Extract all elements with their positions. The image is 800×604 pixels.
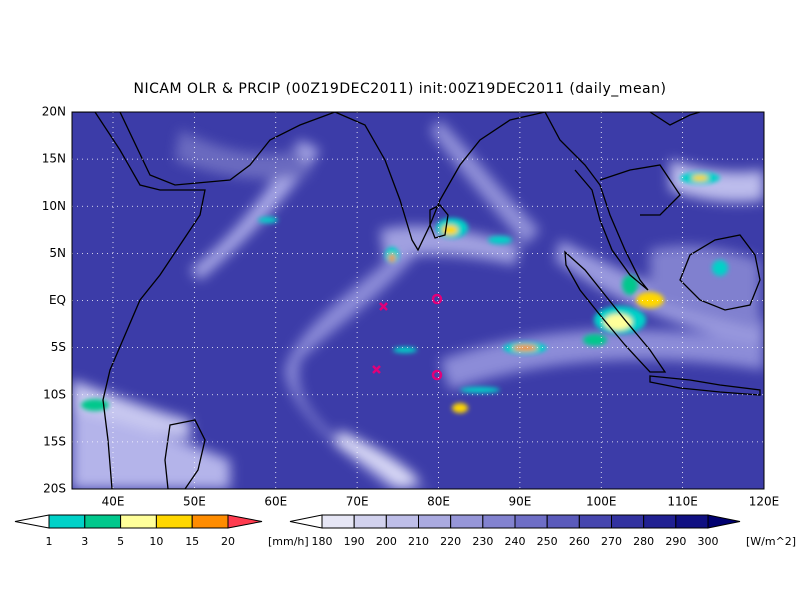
- lon-label: 60E: [264, 495, 287, 509]
- graticule: [72, 112, 764, 489]
- colorbar-label: 280: [633, 535, 654, 548]
- map-area: [72, 112, 764, 489]
- lon-label: 50E: [183, 495, 206, 509]
- colorbar-label: 5: [117, 535, 124, 548]
- lon-label: 80E: [427, 495, 450, 509]
- lat-label: 5N: [49, 246, 66, 260]
- axis-labels: 20N 15N 10N 5N EQ 5S 10S 15S 20S 40E 50E 60E 70E 80E 9…: [42, 105, 780, 509]
- precip-field: [81, 172, 728, 413]
- colorbar-label: 210: [408, 535, 429, 548]
- colorbar-box: [385, 514, 420, 529]
- lat-label: 10N: [42, 199, 66, 213]
- colorbar-label: 1: [46, 535, 53, 548]
- lat-label: 15S: [43, 434, 66, 448]
- colorbar-label: 20: [221, 535, 235, 548]
- markers: [372, 293, 443, 381]
- colorbar-box: [578, 514, 612, 529]
- colorbar-arrow-right: [707, 514, 741, 529]
- colorbar-box: [546, 514, 580, 529]
- colorbar-box: [191, 514, 229, 529]
- lat-label: 20S: [43, 482, 66, 496]
- colorbar-box: [48, 514, 86, 529]
- colorbar-label: 300: [698, 535, 719, 548]
- lat-label: 5S: [51, 340, 66, 354]
- colorbar-box: [120, 514, 157, 529]
- coastlines: [72, 112, 761, 489]
- colorbar-arrow-right: [227, 514, 263, 529]
- colorbar-unit: [mm/h]: [268, 535, 309, 548]
- colorbar-arrow-left: [14, 514, 50, 529]
- colorbar-box: [611, 514, 645, 529]
- colorbar-label: 10: [149, 535, 163, 548]
- colorbar-label: 190: [344, 535, 365, 548]
- lon-label: 40E: [102, 495, 125, 509]
- colorbars: 1 3 5 10 15 20 [mm/h] 180 190 200 210 220 230 240 250 2…: [14, 514, 796, 548]
- colorbar-box: [514, 514, 548, 529]
- colorbar-box: [482, 514, 516, 529]
- colorbar-unit: [W/m^2]: [746, 535, 796, 548]
- colorbar-label: 260: [569, 535, 590, 548]
- colorbar-label: 220: [440, 535, 461, 548]
- lon-label: 100E: [586, 495, 617, 509]
- colorbar-box: [643, 514, 677, 529]
- lon-label: 70E: [346, 495, 369, 509]
- lon-label: 110E: [667, 495, 698, 509]
- colorbar-box: [321, 514, 355, 529]
- colorbar-box: [450, 514, 484, 529]
- colorbar-box: [84, 514, 122, 529]
- lat-label: 15N: [42, 152, 66, 166]
- colorbar-box: [155, 514, 193, 529]
- map-title: NICAM OLR & PRCIP (00Z19DEC2011) init:00…: [134, 81, 667, 97]
- lat-label: EQ: [49, 293, 66, 307]
- colorbar-label: 240: [505, 535, 526, 548]
- lat-label: 20N: [42, 105, 66, 119]
- map-frame: [71, 111, 765, 490]
- lat-label: 10S: [43, 387, 66, 401]
- lon-label: 90E: [508, 495, 531, 509]
- colorbar-arrow-left: [289, 514, 323, 529]
- colorbar-box: [418, 514, 452, 529]
- colorbar-box: [675, 514, 709, 529]
- colorbar-label: 200: [376, 535, 397, 548]
- colorbar-label: 3: [81, 535, 88, 548]
- colorbar-label: 180: [312, 535, 333, 548]
- colorbar-label: 15: [185, 535, 199, 548]
- colorbar-label: 250: [537, 535, 558, 548]
- lon-label: 120E: [749, 495, 780, 509]
- colorbar-box: [353, 514, 387, 529]
- colorbar-label: 290: [665, 535, 686, 548]
- colorbar-label: 270: [601, 535, 622, 548]
- colorbar-label: 230: [472, 535, 493, 548]
